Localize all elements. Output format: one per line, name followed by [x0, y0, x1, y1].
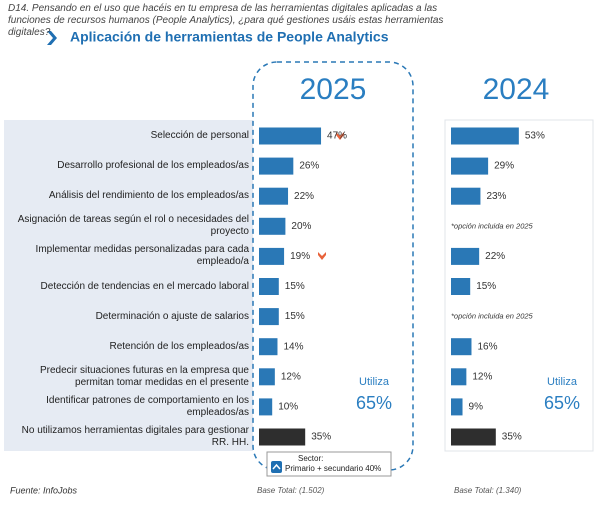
- value-label: 9%: [469, 402, 484, 413]
- value-label: 15%: [285, 281, 305, 292]
- bar: [451, 428, 496, 446]
- summary-label: Utiliza: [547, 376, 578, 388]
- note: *opción incluida en 2025: [451, 221, 534, 230]
- bar: [451, 187, 481, 205]
- value-label: 23%: [486, 191, 506, 202]
- sector-text: Primario + secundario 40%: [285, 464, 381, 473]
- bar: [259, 398, 273, 416]
- value-label: 47%: [327, 131, 347, 142]
- down-marker: [318, 252, 326, 260]
- base-total: Base Total: (1.340): [454, 486, 522, 495]
- question: D14. Pensando en el uso que hacéis en tu…: [8, 3, 444, 38]
- value-label: 19%: [290, 251, 310, 262]
- title-chevron: [47, 31, 57, 45]
- sector-box: [266, 451, 392, 477]
- bar: [451, 278, 471, 295]
- category-label: Identificar patrones de comportamiento e…: [46, 394, 249, 418]
- value-label: 12%: [472, 371, 492, 382]
- summary-value: 65%: [356, 393, 392, 413]
- bar: [259, 428, 306, 446]
- summary-label: Utiliza: [359, 376, 390, 388]
- bar: [259, 127, 322, 145]
- category-label: Asignación de tareas según el rol o nece…: [17, 214, 249, 238]
- value-label: 29%: [494, 161, 514, 172]
- value-label: 22%: [485, 251, 505, 262]
- value-label: 10%: [278, 402, 298, 413]
- value-label: 14%: [283, 341, 303, 352]
- category-label: Análisis del rendimiento de los empleado…: [48, 190, 249, 202]
- bar: [451, 247, 480, 265]
- value-label: 12%: [281, 371, 301, 382]
- bar: [259, 217, 286, 235]
- category-label: Implementar medidas personalizadas para …: [35, 244, 249, 268]
- sector-icon-arrow: [272, 463, 281, 470]
- bar: [451, 368, 467, 386]
- value-label: 35%: [502, 432, 522, 443]
- label-panel: [4, 120, 253, 451]
- highlight-frame: [252, 61, 414, 471]
- category-label: Detección de tendencias en el mercado la…: [40, 280, 249, 292]
- bar: [451, 338, 472, 356]
- value-label: 53%: [525, 131, 545, 142]
- panel-title: 2024: [483, 73, 550, 106]
- category-label: Retención de los empleados/as: [109, 340, 249, 352]
- category-label: No utilizamos herramientas digitales par…: [21, 425, 249, 448]
- bar: [259, 308, 279, 326]
- category-label: Determinación o ajuste de salarios: [95, 310, 249, 322]
- sector-label: Sector:: [298, 454, 323, 463]
- bar: [259, 338, 278, 356]
- bar: [259, 247, 285, 265]
- value-label: 15%: [285, 311, 305, 322]
- value-label: 20%: [291, 221, 311, 232]
- source: Fuente: InfoJobs: [10, 485, 78, 495]
- section-title: Aplicación de herramientas de People Ana…: [70, 29, 389, 45]
- value-label: 26%: [299, 161, 319, 172]
- bar: [259, 368, 275, 386]
- summary-value: 65%: [544, 393, 580, 413]
- bar: [259, 157, 294, 175]
- bar: [451, 127, 519, 145]
- sector-icon: [271, 461, 282, 473]
- down-marker: [336, 132, 344, 140]
- value-label: 22%: [294, 191, 314, 202]
- panel-title: 2025: [300, 73, 367, 106]
- bar: [451, 157, 489, 175]
- bar: [259, 278, 279, 295]
- category-label: Predecir situaciones futuras en la empre…: [39, 364, 249, 388]
- panel-2024: [444, 119, 594, 452]
- note: *opción incluida en 2025: [451, 312, 534, 321]
- category-label: Desarrollo profesional de los empleados/…: [57, 160, 249, 172]
- value-label: 35%: [311, 432, 331, 443]
- bar: [259, 187, 289, 205]
- value-label: 16%: [477, 341, 497, 352]
- base-total: Base Total: (1.502): [257, 486, 325, 495]
- value-label: 15%: [476, 281, 496, 292]
- bar: [451, 398, 463, 416]
- category-label: Selección de personal: [150, 130, 249, 141]
